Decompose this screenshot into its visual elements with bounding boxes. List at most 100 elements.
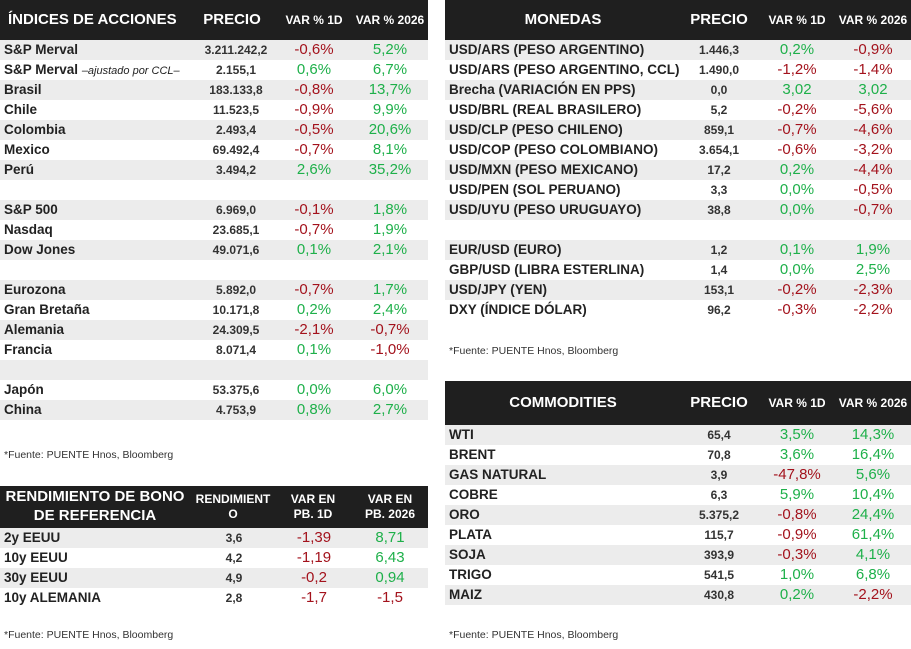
row-var-ytd: 3,02 xyxy=(858,81,888,98)
row-var-1d: -0,3% xyxy=(777,301,817,318)
row-var-ytd: 61,4% xyxy=(851,526,895,543)
bonds-source: *Fuente: PUENTE Hnos, Bloomberg xyxy=(4,629,174,641)
row-name-text: USD/CLP (PESO CHILENO) xyxy=(449,122,623,137)
row-var-1d: -1,7 xyxy=(301,589,327,606)
row-var-1d: -0,2 xyxy=(301,569,327,586)
row-price: 23.685,1 xyxy=(212,223,260,237)
table-row: 10y EEUU 4,2 -1,19 6,43 xyxy=(0,548,428,568)
row-name: S&P Merval –ajustado por CCL– xyxy=(4,60,180,80)
table-row: Dow Jones 49.071,6 0,1% 2,1% xyxy=(0,240,428,260)
row-var-1d: -0,7% xyxy=(294,141,334,158)
commodities-d1-header: VAR % 1D xyxy=(768,395,826,410)
row-name: USD/CLP (PESO CHILENO) xyxy=(449,120,623,140)
row-price: 1.446,3 xyxy=(698,43,740,57)
table-row: Gran Bretaña 10.171,8 0,2% 2,4% xyxy=(0,300,428,320)
row-name-text: BRENT xyxy=(449,447,496,462)
row-name: USD/ARS (PESO ARGENTINO) xyxy=(449,40,644,60)
table-row: TRIGO 541,5 1,0% 6,8% xyxy=(445,565,911,585)
row-name: Nasdaq xyxy=(4,220,53,240)
row-price: 430,8 xyxy=(703,588,735,602)
table-row: Perú 3.494,2 2,6% 35,2% xyxy=(0,160,428,180)
row-price: 65,4 xyxy=(707,428,731,442)
currencies-ytd-header: VAR % 2026 xyxy=(838,12,908,27)
commodities-title: COMMODITIES xyxy=(509,393,617,411)
row-var-1d: -0,8% xyxy=(777,506,817,523)
row-var-ytd: -2,2% xyxy=(853,586,893,603)
row-price: 115,7 xyxy=(704,528,734,542)
row-price: 859,1 xyxy=(703,123,735,137)
row-var-ytd: -3,2% xyxy=(853,141,893,158)
row-var-1d: -1,2% xyxy=(777,61,817,78)
row-var-1d: -2,1% xyxy=(294,321,334,338)
row-name: Francia xyxy=(4,340,52,360)
row-var-ytd: 20,6% xyxy=(368,121,412,138)
table-row: USD/CLP (PESO CHILENO) 859,1 -0,7% -4,6% xyxy=(445,120,911,140)
table-row: Brasil 183.133,8 -0,8% 13,7% xyxy=(0,80,428,100)
row-name: MAIZ xyxy=(449,585,482,605)
row-name: Brecha (VARIACIÓN EN PPS) xyxy=(449,80,636,100)
row-var-1d: 0,1% xyxy=(296,341,332,358)
row-name-text: DXY (ÍNDICE DÓLAR) xyxy=(449,302,587,317)
table-row: Francia 8.071,4 0,1% -1,0% xyxy=(0,340,428,360)
currencies-body: USD/ARS (PESO ARGENTINO) 1.446,3 0,2% -0,9%… xyxy=(445,40,911,320)
row-name: WTI xyxy=(449,425,474,445)
row-var-ytd: 24,4% xyxy=(851,506,895,523)
table-row: PLATA 115,7 -0,9% 61,4% xyxy=(445,525,911,545)
row-name: Gran Bretaña xyxy=(4,300,90,320)
row-name-text: COBRE xyxy=(449,487,498,502)
row-name-text: 2y EEUU xyxy=(4,530,61,545)
row-var-1d: 1,0% xyxy=(779,566,815,583)
table-row: BRENT 70,8 3,6% 16,4% xyxy=(445,445,911,465)
row-var-ytd: 6,43 xyxy=(375,549,405,566)
row-name: COBRE xyxy=(449,485,498,505)
row-price: 4,9 xyxy=(225,571,243,585)
table-row: 10y ALEMANIA 2,8 -1,7 -1,5 xyxy=(0,588,428,608)
table-row: MAIZ 430,8 0,2% -2,2% xyxy=(445,585,911,605)
row-name: ORO xyxy=(449,505,480,525)
table-row: S&P Merval 3.211.242,2 -0,6% 5,2% xyxy=(0,40,428,60)
group-spacer xyxy=(0,360,428,380)
row-var-1d: -0,8% xyxy=(294,81,334,98)
row-price: 3.494,2 xyxy=(215,163,257,177)
table-row: Alemania 24.309,5 -2,1% -0,7% xyxy=(0,320,428,340)
row-price: 1,4 xyxy=(710,263,728,277)
table-row: GBP/USD (LIBRA ESTERLINA) 1,4 0,0% 2,5% xyxy=(445,260,911,280)
row-var-ytd: -1,4% xyxy=(853,61,893,78)
row-name: GBP/USD (LIBRA ESTERLINA) xyxy=(449,260,644,280)
row-var-1d: 0,0% xyxy=(779,261,815,278)
commodities-table: COMMODITIES PRECIO VAR % 1D VAR % 2026 W… xyxy=(445,381,911,605)
row-name-text: ORO xyxy=(449,507,480,522)
indices-price-header: PRECIO xyxy=(203,10,261,28)
row-var-ytd: -0,7% xyxy=(853,201,893,218)
row-name: Colombia xyxy=(4,120,66,140)
commodities-ytd-header: VAR % 2026 xyxy=(838,395,908,410)
row-price: 24.309,5 xyxy=(212,323,260,337)
row-var-ytd: 35,2% xyxy=(368,161,412,178)
table-row: Chile 11.523,5 -0,9% 9,9% xyxy=(0,100,428,120)
row-price: 38,8 xyxy=(707,203,731,217)
row-var-1d: 0,8% xyxy=(296,401,332,418)
row-name: USD/ARS (PESO ARGENTINO, CCL) xyxy=(449,60,680,80)
table-row: DXY (ÍNDICE DÓLAR) 96,2 -0,3% -2,2% xyxy=(445,300,911,320)
table-row: S&P 500 6.969,0 -0,1% 1,8% xyxy=(0,200,428,220)
row-name-text: USD/JPY (YEN) xyxy=(449,282,548,297)
table-row: GAS NATURAL 3,9 -47,8% 5,6% xyxy=(445,465,911,485)
table-row: EUR/USD (EURO) 1,2 0,1% 1,9% xyxy=(445,240,911,260)
row-name: USD/COP (PESO COLOMBIANO) xyxy=(449,140,658,160)
row-name: USD/UYU (PESO URUGUAYO) xyxy=(449,200,641,220)
commodities-body: WTI 65,4 3,5% 14,3% BRENT 70,8 3,6% 16,4% GAS NA… xyxy=(445,425,911,605)
row-name: USD/PEN (SOL PERUANO) xyxy=(449,180,621,200)
bonds-ytd-header: VAR EN PB. 2026 xyxy=(364,492,416,521)
row-var-ytd: -4,4% xyxy=(853,161,893,178)
table-row: 30y EEUU 4,9 -0,2 0,94 xyxy=(0,568,428,588)
row-price: 4.753,9 xyxy=(215,403,257,417)
indices-header: ÍNDICES DE ACCIONES PRECIO VAR % 1D VAR … xyxy=(0,0,428,40)
row-name-text: S&P Merval xyxy=(4,42,79,57)
row-price: 183.133,8 xyxy=(209,83,263,97)
row-name: DXY (ÍNDICE DÓLAR) xyxy=(449,300,587,320)
row-var-1d: -1,39 xyxy=(296,529,332,546)
table-row: USD/BRL (REAL BRASILERO) 5,2 -0,2% -5,6% xyxy=(445,100,911,120)
table-row: USD/UYU (PESO URUGUAYO) 38,8 0,0% -0,7% xyxy=(445,200,911,220)
row-var-ytd: 6,7% xyxy=(372,61,408,78)
row-name: 10y ALEMANIA xyxy=(4,588,101,608)
